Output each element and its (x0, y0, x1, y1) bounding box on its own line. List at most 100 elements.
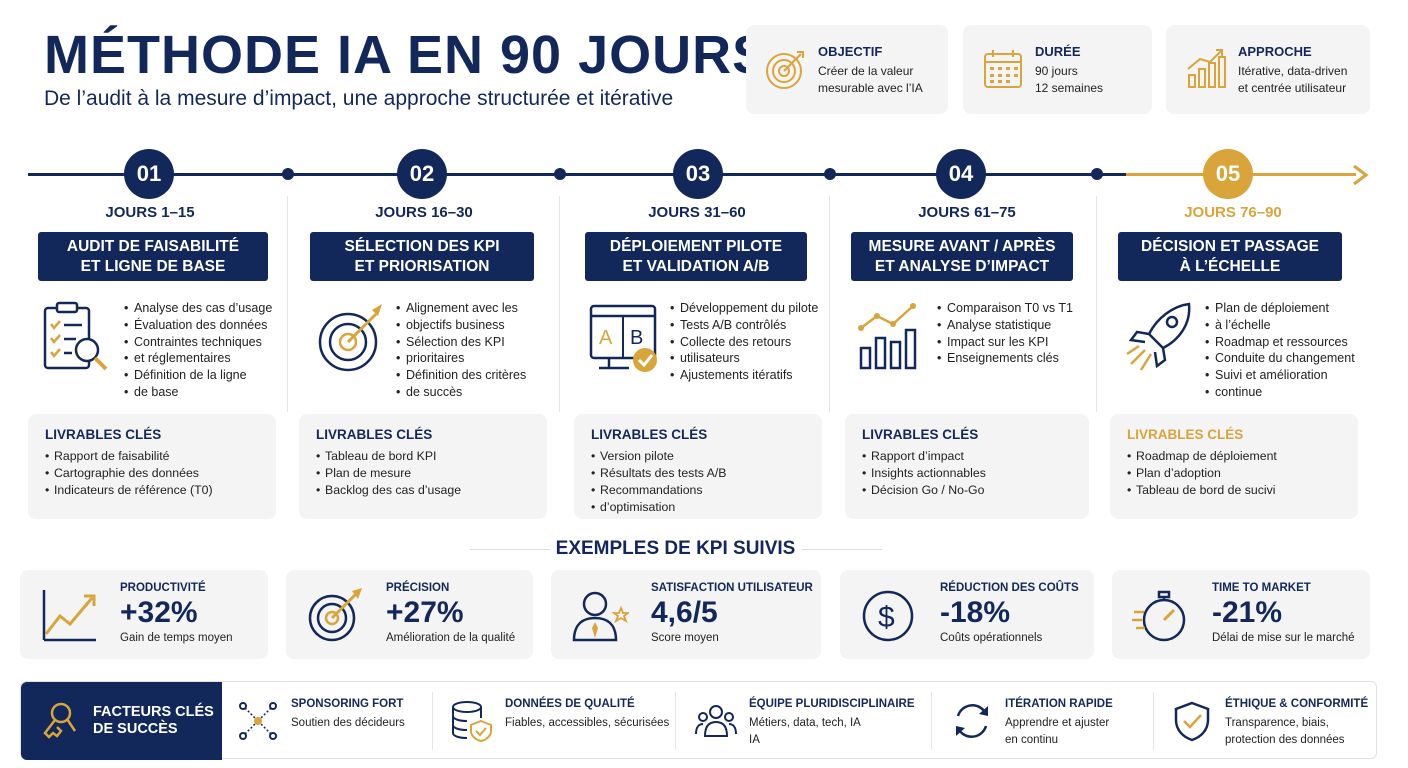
phase-title-line: DÉCISION ET PASSAGE (1141, 238, 1319, 255)
phase-number: 03 (673, 149, 723, 199)
phase-title-line: ET PRIORISATION (354, 258, 490, 275)
list-item: Insights actionnables (862, 465, 1062, 482)
success-factor: DONNÉES DE QUALITÉ Fiables, accessibles,… (437, 682, 675, 760)
phase-number: 04 (936, 149, 986, 199)
list-item: d’optimisation (591, 499, 791, 516)
list-item: Comparaison T0 vs T1 (937, 300, 1097, 317)
deliverables-heading: LIVRABLES CLÉS (316, 427, 433, 442)
deliverables-list: Rapport d’impact Insights actionnables D… (862, 448, 1062, 499)
success-factor-text: Transparence, biais, protection des donn… (1225, 715, 1375, 748)
list-item: objectifs business (396, 317, 556, 334)
timeline-line (28, 173, 1126, 176)
phase-title-line: ET VALIDATION A/B (622, 258, 770, 275)
kpi-card: SATISFACTION UTILISATEUR 4,6/5 Score moy… (551, 570, 821, 659)
list-item: Résultats des tests A/B (591, 465, 791, 482)
info-card-label: OBJECTIF (818, 44, 883, 59)
stopwatch-icon (1132, 590, 1186, 642)
list-item: Ajustements itératifs (670, 367, 830, 384)
phase-bullets: Alignement avec les objectifs business S… (396, 300, 556, 401)
list-item: Décision Go / No-Go (862, 482, 1062, 499)
list-item: Sélection des KPI (396, 334, 556, 351)
rocket-icon (1126, 302, 1191, 371)
list-item: Collecte des retours (670, 334, 830, 351)
list-item: Contraintes techniques (124, 334, 284, 351)
success-factors-title: FACTEURS CLÉS DE SUCCÈS (93, 704, 214, 738)
page-title: MÉTHODE IA EN 90 JOURS (44, 25, 770, 85)
column-divider (559, 196, 560, 412)
list-item: Développement du pilote (670, 300, 830, 317)
list-item: Évaluation des données (124, 317, 284, 334)
list-item: Plan de déploiement (1205, 300, 1369, 317)
timeline-dot (554, 168, 566, 180)
phase-title-line: ET LIGNE DE BASE (80, 258, 226, 275)
title-line: DE SUCCÈS (93, 721, 178, 737)
phase-days: JOURS 76–90 (1184, 204, 1282, 221)
kpi-description: Score moyen (651, 632, 719, 644)
phase-number: 01 (124, 149, 174, 199)
text-line: Apprendre et ajuster (1005, 717, 1110, 729)
success-factor: ITÉRATION RAPIDE Apprendre et ajuster en… (937, 682, 1155, 760)
phase-title: DÉCISION ET PASSAGE À L’ÉCHELLE (1118, 232, 1342, 281)
deliverables-heading: LIVRABLES CLÉS (1127, 427, 1244, 442)
svg-text:$: $ (878, 601, 895, 634)
deliverables-list: Rapport de faisabilité Cartographie des … (45, 448, 245, 499)
list-item: Roadmap et ressources (1205, 334, 1369, 351)
target-arrow-icon (318, 304, 382, 372)
list-item: à l’échelle (1205, 317, 1369, 334)
timeline-dot (824, 168, 836, 180)
success-factors-title-block: FACTEURS CLÉS DE SUCCÈS (21, 682, 222, 760)
phase-bullets: Plan de déploiement à l’échelle Roadmap … (1205, 300, 1369, 401)
kpi-card: TIME TO MARKET -21% Délai de mise sur le… (1112, 570, 1370, 659)
info-card-label: DURÉE (1035, 44, 1081, 59)
info-card-line: et centrée utilisateur (1238, 81, 1347, 95)
list-item: Rapport de faisabilité (45, 448, 245, 465)
timeline-dot (1091, 168, 1103, 180)
info-card-approche: APPROCHE Itérative, data-driven et centr… (1166, 25, 1370, 114)
success-factor-label: ITÉRATION RAPIDE (1005, 698, 1113, 710)
deliverables-card: LIVRABLES CLÉS Rapport d’impact Insights… (845, 414, 1089, 519)
title-line: FACTEURS CLÉS (93, 704, 214, 720)
trend-up-icon (42, 590, 96, 642)
deliverables-card: LIVRABLES CLÉS Version pilote Résultats … (574, 414, 822, 519)
list-item: Analyse des cas d’usage (124, 300, 284, 317)
success-factor: SPONSORING FORT Soutien des décideurs (223, 682, 431, 760)
success-factor-text: Soutien des décideurs (291, 715, 441, 732)
info-card-duree: DURÉE 90 jours 12 semaines (963, 25, 1152, 114)
text-line: Fiables, accessibles, sécurisées (505, 717, 670, 729)
list-item: continue (1205, 384, 1369, 401)
kpi-label: PRÉCISION (386, 582, 450, 594)
deliverables-card: LIVRABLES CLÉS Roadmap de déploiement Pl… (1110, 414, 1358, 519)
key-icon (43, 702, 77, 739)
kpi-label: PRODUCTIVITÉ (120, 582, 206, 594)
kpi-description: Coûts opérationnels (940, 632, 1043, 644)
deliverables-list: Tableau de bord KPI Plan de mesure Backl… (316, 448, 516, 499)
phase-days: JOURS 16–30 (375, 204, 473, 221)
divider (1153, 692, 1154, 750)
list-item: Plan d’adoption (1127, 465, 1327, 482)
phase-title-line: À L’ÉCHELLE (1179, 258, 1281, 275)
phase-title-line: SÉLECTION DES KPI (344, 238, 500, 255)
list-item: Conduite du changement (1205, 350, 1369, 367)
list-item: Plan de mesure (316, 465, 516, 482)
text-line: Métiers, data, tech, IA (749, 717, 861, 729)
phase-bullets: Comparaison T0 vs T1 Analyse statistique… (937, 300, 1097, 367)
kpi-label: RÉDUCTION DES COÛTS (940, 582, 1079, 594)
info-card-text: Itérative, data-driven et centrée utilis… (1238, 63, 1366, 97)
svg-text:B: B (630, 327, 643, 349)
list-item: Tests A/B contrôlés (670, 317, 830, 334)
timeline-arrow-icon (1353, 164, 1369, 186)
list-item: Backlog des cas d’usage (316, 482, 516, 499)
list-item: prioritaires (396, 350, 556, 367)
info-card-label: APPROCHE (1238, 44, 1312, 59)
growth-chart-icon (1187, 49, 1226, 88)
kpi-label: SATISFACTION UTILISATEUR (651, 582, 813, 594)
info-card-text: 90 jours 12 semaines (1035, 63, 1163, 97)
phase-title: AUDIT DE FAISABILITÉ ET LIGNE DE BASE (38, 232, 268, 281)
list-item: Indicateurs de référence (T0) (45, 482, 245, 499)
text-line: en continu (1005, 733, 1059, 746)
list-item: Tableau de bord KPI (316, 448, 516, 465)
deliverables-heading: LIVRABLES CLÉS (591, 427, 708, 442)
list-item: Suivi et amélioration (1205, 367, 1369, 384)
kpi-label: TIME TO MARKET (1212, 582, 1311, 594)
text-line: IA (749, 733, 760, 746)
